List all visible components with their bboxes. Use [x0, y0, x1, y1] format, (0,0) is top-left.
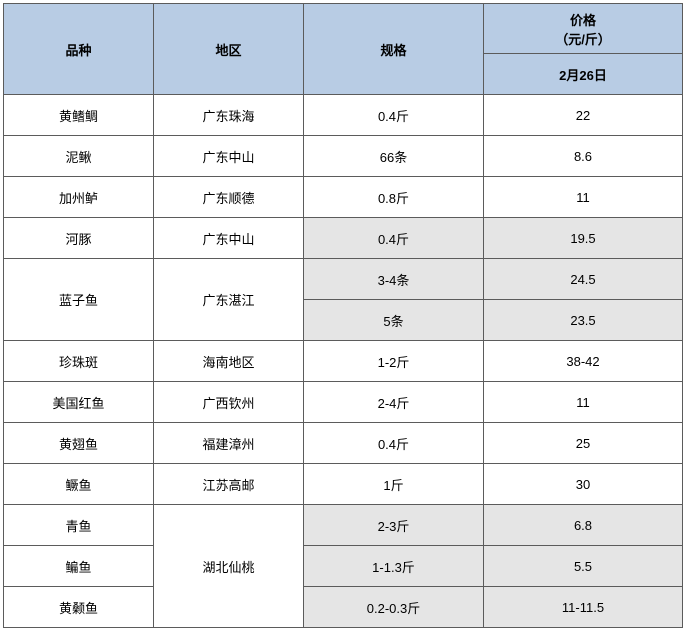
cell-region: 广东中山: [154, 218, 304, 259]
cell-price: 19.5: [484, 218, 683, 259]
cell-spec: 0.4斤: [304, 218, 484, 259]
cell-region: 海南地区: [154, 341, 304, 382]
table-row: 加州鲈广东顺德0.8斤11: [4, 177, 683, 218]
cell-spec: 0.4斤: [304, 95, 484, 136]
cell-price: 8.6: [484, 136, 683, 177]
table-body: 黄鳍鲷广东珠海0.4斤22泥鳅广东中山66条8.6加州鲈广东顺德0.8斤11河豚…: [4, 95, 683, 628]
cell-spec: 2-4斤: [304, 382, 484, 423]
cell-spec: 0.8斤: [304, 177, 484, 218]
cell-price: 30: [484, 464, 683, 505]
table-row: 河豚广东中山0.4斤19.5: [4, 218, 683, 259]
cell-species: 蓝子鱼: [4, 259, 154, 341]
cell-region: 湖北仙桃: [154, 505, 304, 628]
cell-species: 鳜鱼: [4, 464, 154, 505]
table-row: 黄颡鱼 0.2-0.3斤11-11.5: [4, 587, 683, 628]
table-row: 鳜鱼江苏高邮1斤30: [4, 464, 683, 505]
table-header: 品种 地区 规格 价格 （元/斤） 2月26日: [4, 4, 683, 95]
cell-species: 黄颡鱼: [4, 587, 154, 628]
table-row: 鳊鱼 1-1.3斤5.5: [4, 546, 683, 587]
cell-region: 福建漳州: [154, 423, 304, 464]
table-row: 美国红鱼广西钦州2-4斤11: [4, 382, 683, 423]
cell-price: 23.5: [484, 300, 683, 341]
cell-region: 广东珠海: [154, 95, 304, 136]
cell-spec: 3-4条: [304, 259, 484, 300]
cell-species: 鳊鱼: [4, 546, 154, 587]
col-spec-header: 规格: [304, 4, 484, 95]
col-price-header: 价格 （元/斤）: [484, 4, 683, 54]
table-row: 黄鳍鲷广东珠海0.4斤22: [4, 95, 683, 136]
cell-species: 河豚: [4, 218, 154, 259]
table-row: 泥鳅广东中山66条8.6: [4, 136, 683, 177]
price-unit: （元/斤）: [484, 29, 682, 48]
cell-spec: 2-3斤: [304, 505, 484, 546]
cell-price: 5.5: [484, 546, 683, 587]
cell-spec: 0.2-0.3斤: [304, 587, 484, 628]
col-species-header: 品种: [4, 4, 154, 95]
cell-spec: 66条: [304, 136, 484, 177]
cell-species: 黄翅鱼: [4, 423, 154, 464]
cell-region: 广西钦州: [154, 382, 304, 423]
cell-spec: 1-1.3斤: [304, 546, 484, 587]
cell-spec: 0.4斤: [304, 423, 484, 464]
cell-price: 38-42: [484, 341, 683, 382]
col-date-header: 2月26日: [484, 54, 683, 95]
cell-spec: 5条: [304, 300, 484, 341]
cell-species: 泥鳅: [4, 136, 154, 177]
table-row: 蓝子鱼广东湛江3-4条24.5: [4, 259, 683, 300]
cell-price: 24.5: [484, 259, 683, 300]
cell-spec: 1-2斤: [304, 341, 484, 382]
price-title: 价格: [484, 10, 682, 29]
price-table: 品种 地区 规格 价格 （元/斤） 2月26日 黄鳍鲷广东珠海0.4斤22泥鳅广…: [3, 3, 683, 628]
cell-spec: 1斤: [304, 464, 484, 505]
cell-species: 青鱼: [4, 505, 154, 546]
cell-species: 黄鳍鲷: [4, 95, 154, 136]
cell-species: 加州鲈: [4, 177, 154, 218]
col-region-header: 地区: [154, 4, 304, 95]
cell-price: 6.8: [484, 505, 683, 546]
table-row: 黄翅鱼福建漳州0.4斤25: [4, 423, 683, 464]
cell-price: 25: [484, 423, 683, 464]
cell-region: 广东顺德: [154, 177, 304, 218]
cell-region: 广东中山: [154, 136, 304, 177]
cell-species: 美国红鱼: [4, 382, 154, 423]
cell-price: 11: [484, 177, 683, 218]
cell-region: 广东湛江: [154, 259, 304, 341]
cell-price: 11-11.5: [484, 587, 683, 628]
table-row: 青鱼湖北仙桃2-3斤6.8: [4, 505, 683, 546]
cell-price: 22: [484, 95, 683, 136]
cell-price: 11: [484, 382, 683, 423]
table-row: 珍珠斑海南地区1-2斤38-42: [4, 341, 683, 382]
cell-species: 珍珠斑: [4, 341, 154, 382]
cell-region: 江苏高邮: [154, 464, 304, 505]
